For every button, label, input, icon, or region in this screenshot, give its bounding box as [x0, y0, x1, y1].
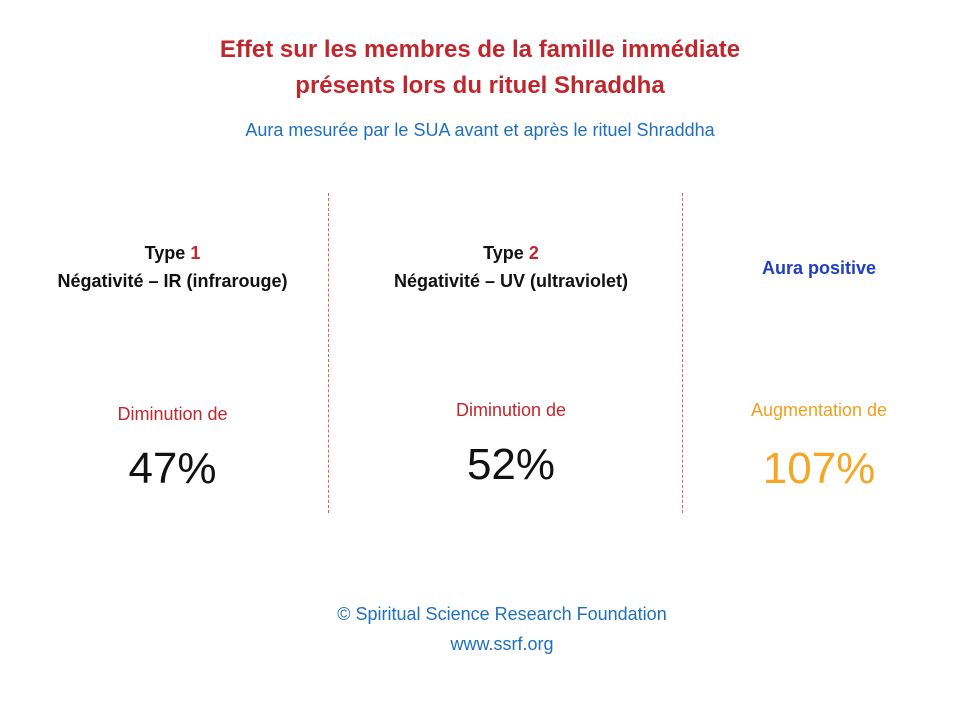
column-heading: Type 1 Négativité – IR (infrarouge) — [20, 239, 325, 295]
type-number: 2 — [528, 243, 539, 263]
change-label: Augmentation de — [750, 400, 888, 420]
type-label: Type 1 — [20, 239, 325, 267]
column-heading: Type 2 Négativité – UV (ultraviolet) — [345, 239, 677, 295]
negativity-label: Négativité – IR (infrarouge) — [57, 271, 288, 291]
type-label: Type 2 — [345, 239, 677, 267]
page-subtitle: Aura mesurée par le SUA avant et après l… — [245, 120, 715, 140]
change-label: Diminution de — [455, 400, 567, 420]
page-title-line-1: Effet sur les membres de la famille immé… — [219, 36, 741, 63]
type-word: Type — [144, 243, 186, 263]
page-title-line-2: présents lors du rituel Shraddha — [295, 72, 665, 99]
column-divider-1 — [328, 193, 329, 513]
negativity-label: Négativité – UV (ultraviolet) — [393, 271, 629, 291]
website-link[interactable]: www.ssrf.org — [450, 634, 554, 654]
column-divider-2 — [682, 193, 683, 513]
type-number: 1 — [190, 243, 201, 263]
type-word: Type — [483, 243, 524, 263]
change-label: Diminution de — [117, 404, 228, 424]
copyright-text: © Spiritual Science Research Foundation — [337, 604, 667, 624]
percentage-value: 52% — [466, 440, 556, 489]
percentage-value: 47% — [128, 444, 217, 493]
percentage-value: 107% — [762, 444, 876, 493]
aura-positive-heading: Aura positive — [761, 258, 877, 278]
